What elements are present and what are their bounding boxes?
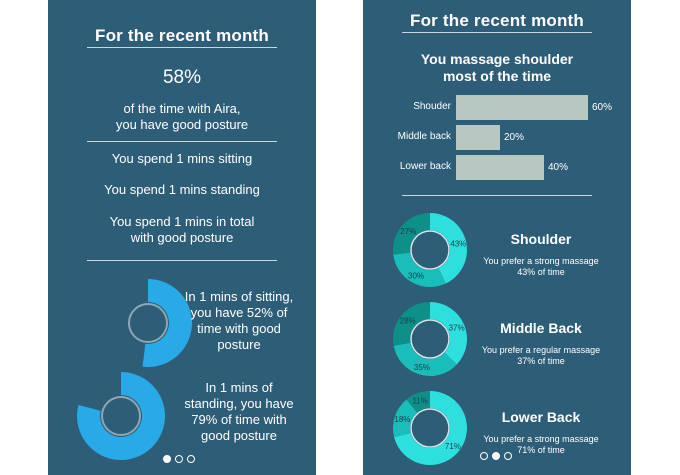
donut-segment bbox=[394, 391, 467, 465]
massage-area-description: You prefer a regular massage 37% of time bbox=[481, 345, 601, 366]
sitting-posture-gauge bbox=[128, 279, 192, 367]
donut-segment bbox=[430, 302, 467, 365]
divider bbox=[87, 141, 277, 142]
page-dot[interactable] bbox=[163, 455, 171, 463]
good-posture-caption: of the time with Aira, you have good pos… bbox=[115, 101, 249, 132]
donut-segment bbox=[430, 213, 467, 284]
donut-segment bbox=[393, 213, 430, 255]
donut-segment-label: 18% bbox=[394, 415, 410, 424]
massage-preference-list: 43% 30% 27% Shoulder You prefer a strong mas… bbox=[363, 205, 631, 465]
donut-segment bbox=[393, 302, 430, 346]
massage-area-description: You prefer a strong massage 43% of time bbox=[483, 256, 599, 277]
posture-summary-panel: For the recent month 58% of the time wit… bbox=[48, 0, 316, 475]
donut-segment bbox=[393, 252, 446, 287]
massage-area-description: You prefer a strong massage 71% of time bbox=[483, 434, 599, 455]
page-dot[interactable] bbox=[480, 452, 488, 460]
standing-posture-text: In 1 mins of standing, you have 79% of t… bbox=[184, 380, 294, 443]
page-dot[interactable] bbox=[492, 452, 500, 460]
bar-category-label: Shouder bbox=[413, 101, 451, 112]
donut-segment-label: 43% bbox=[450, 240, 466, 249]
massage-subtitle: You massage shoulder most of the time bbox=[420, 51, 574, 84]
massage-intensity-donut: 71% 18%11% bbox=[393, 391, 467, 465]
bar-category-label: Lower back bbox=[399, 161, 451, 172]
bar-value-label: 60% bbox=[592, 102, 613, 113]
massage-area-title: Lower Back bbox=[501, 409, 581, 425]
massage-intensity-donut: 43% 30% 27% bbox=[393, 213, 467, 287]
massage-area-title: Shoulder bbox=[510, 231, 572, 247]
sitting-gauge-inner-ring bbox=[128, 303, 168, 343]
standing-posture-gauge bbox=[77, 372, 166, 460]
bar bbox=[456, 125, 500, 150]
bar-value-label: 20% bbox=[504, 132, 525, 143]
page-dot[interactable] bbox=[504, 452, 512, 460]
donut-segment-label: 27% bbox=[400, 227, 416, 236]
divider bbox=[87, 47, 277, 48]
divider bbox=[87, 260, 277, 261]
standing-gauge-fill bbox=[77, 372, 166, 460]
good-posture-percent: 58% bbox=[162, 67, 202, 88]
page-indicator[interactable] bbox=[163, 455, 195, 463]
sitting-time: You spend 1 mins sitting bbox=[111, 151, 253, 166]
donut-segment bbox=[393, 342, 457, 376]
donut-segment-label: 11% bbox=[412, 397, 427, 406]
standing-time: You spend 1 mins standing bbox=[104, 182, 260, 197]
page-title: For the recent month bbox=[409, 11, 584, 30]
page-indicator[interactable] bbox=[480, 452, 512, 460]
donut-hole bbox=[410, 230, 450, 270]
massage-area-bar-chart: Shouder 60% Middle back 20% Lower back 40% bbox=[363, 92, 631, 182]
sitting-posture-text: In 1 mins of sitting, you have 52% of ti… bbox=[184, 289, 294, 352]
donut-segment-label: 28% bbox=[400, 317, 416, 326]
bar-value-label: 40% bbox=[548, 162, 569, 173]
page-dot[interactable] bbox=[175, 455, 183, 463]
massage-summary-panel: For the recent month You massage shoulde… bbox=[363, 0, 631, 475]
page-title: For the recent month bbox=[94, 26, 269, 45]
massage-intensity-donut: 37% 35% 28% bbox=[393, 302, 467, 376]
divider bbox=[402, 195, 592, 196]
page-dot[interactable] bbox=[187, 455, 195, 463]
donut-segment-label: 37% bbox=[449, 323, 465, 332]
standing-gauge-inner-ring bbox=[101, 396, 141, 436]
sitting-gauge-fill bbox=[142, 279, 192, 367]
massage-area-title: Middle Back bbox=[500, 320, 582, 336]
donut-hole bbox=[410, 408, 450, 448]
bar bbox=[456, 155, 544, 180]
donut-segment bbox=[393, 399, 418, 438]
donut-segment-label: 30% bbox=[408, 271, 424, 280]
donut-hole bbox=[410, 319, 450, 359]
total-good-posture-time: You spend 1 mins in total with good post… bbox=[109, 214, 255, 245]
bar bbox=[456, 95, 588, 120]
donut-segment-label: 35% bbox=[414, 363, 430, 372]
bar-category-label: Middle back bbox=[397, 131, 451, 142]
donut-segment bbox=[406, 391, 430, 413]
donut-segment-label: 71% bbox=[445, 442, 461, 451]
divider bbox=[402, 32, 592, 33]
